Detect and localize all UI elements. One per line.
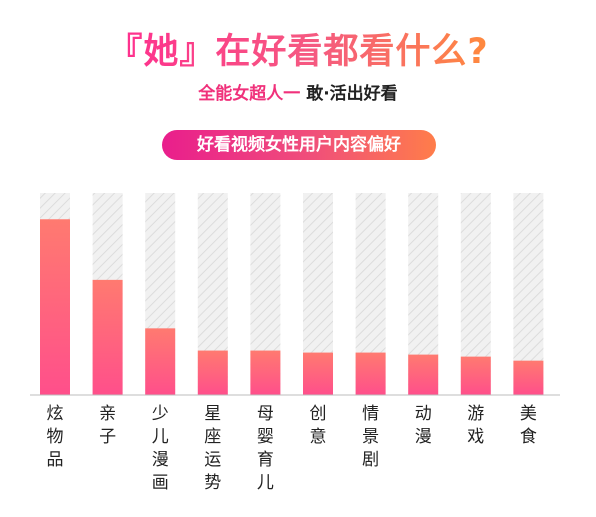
x-tick-label: 情景剧	[362, 404, 379, 470]
x-tick-label: 创意	[310, 404, 327, 447]
x-tick-label: 少儿漫画	[152, 404, 169, 493]
bar	[303, 352, 333, 395]
chart-label-pill: 好看视频女性用户内容偏好	[162, 130, 436, 160]
x-tick-label: 亲子	[99, 404, 116, 447]
x-tick-label: 美食	[520, 404, 537, 447]
subtitle: 全能女超人一 敢·活出好看	[0, 82, 596, 106]
bar	[197, 350, 228, 395]
bar	[40, 219, 70, 395]
bar	[408, 354, 439, 395]
bar	[145, 328, 176, 395]
x-tick-label: 游戏	[467, 404, 484, 447]
bar	[460, 356, 491, 395]
x-tick-label: 星座运势	[204, 404, 221, 493]
bar	[355, 352, 386, 395]
bar	[250, 350, 281, 395]
x-tick-label: 动漫	[415, 404, 432, 447]
page-title: 『她』在好看都看什么?	[107, 32, 489, 72]
subtitle-dark: 敢·活出好看	[306, 84, 398, 104]
subtitle-pink: 全能女超人一	[198, 84, 301, 104]
bar	[92, 279, 123, 395]
x-tick-label: 炫物品	[47, 404, 64, 470]
bar	[513, 360, 544, 395]
x-tick-label: 母婴育儿	[257, 404, 274, 493]
